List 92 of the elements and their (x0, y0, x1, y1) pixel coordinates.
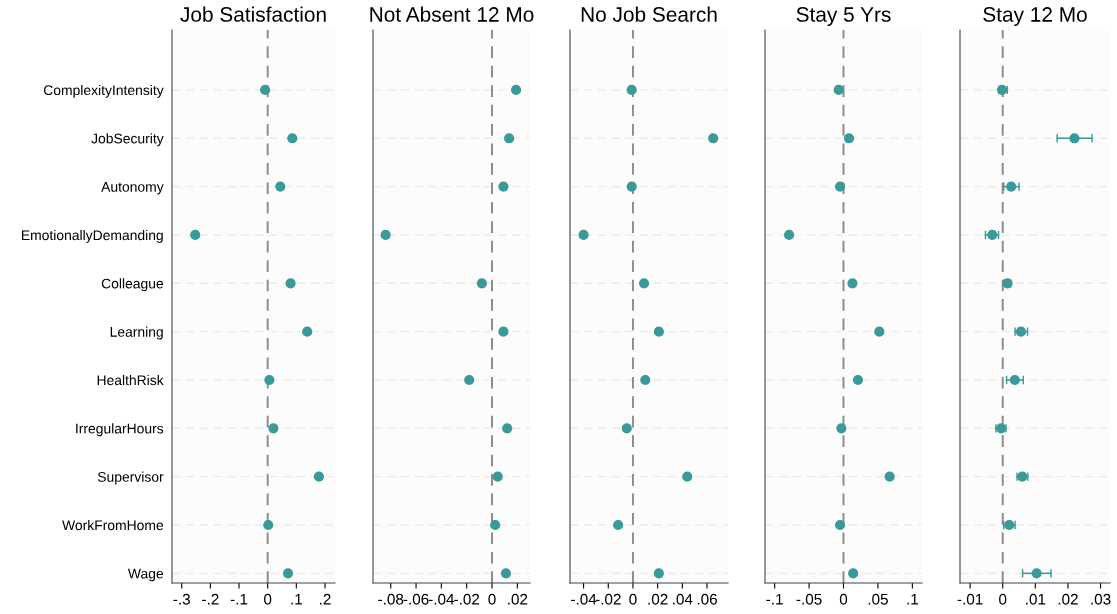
point (626, 181, 637, 192)
x-tick-label: -.05 (796, 593, 822, 605)
point (852, 374, 864, 386)
y-tick-label: Autonomy (101, 182, 164, 195)
x-tick-label: 0 (264, 593, 272, 605)
x-tick-label: -.01 (957, 593, 983, 605)
chart-title: Job Satisfaction (180, 6, 326, 22)
point (626, 84, 637, 96)
point (1006, 181, 1017, 192)
point (833, 84, 844, 96)
point (682, 471, 693, 482)
point (285, 278, 296, 289)
point (874, 326, 885, 337)
x-tick-label: -.08 (378, 593, 404, 605)
y-tick-label: ComplexityIntensity (43, 84, 164, 98)
x-tick-label: .1 (907, 593, 918, 605)
y-tick-label: HealthRisk (97, 374, 164, 386)
point (492, 471, 503, 482)
x-tick-label: -.1 (230, 593, 248, 605)
point (264, 374, 275, 386)
point (1031, 568, 1042, 579)
y-tick-label: Supervisor (97, 471, 164, 485)
point (848, 568, 859, 579)
x-tick-label: 0 (999, 593, 1007, 605)
point (613, 519, 624, 531)
point (510, 84, 522, 96)
point (282, 568, 294, 579)
point (302, 326, 313, 337)
point (621, 423, 632, 434)
x-tick-label: 0 (488, 593, 496, 605)
point (504, 133, 515, 144)
x-tick-label: .02 (1058, 593, 1078, 605)
y-tick-label: Colleague (101, 278, 164, 292)
x-tick-label: .04 (673, 593, 693, 605)
chart-title: Stay 12 Mo (983, 7, 1087, 26)
point (498, 181, 509, 192)
point (653, 568, 664, 579)
y-tick-label: Wage (127, 568, 164, 582)
x-tick-label: .2 (320, 593, 331, 605)
point (500, 568, 512, 579)
point (380, 229, 391, 241)
x-tick-label: .03 (1091, 593, 1111, 605)
chart-title: Not Absent 12 Mo (370, 6, 534, 22)
point (653, 326, 664, 337)
point (884, 471, 895, 482)
chart-title: No Job Search (581, 6, 717, 22)
x-tick-label: -.2 (202, 593, 219, 605)
x-tick-label: 0 (839, 593, 848, 605)
x-tick-label: .1 (291, 593, 302, 605)
point (847, 278, 858, 289)
x-tick-label: .02 (648, 593, 668, 605)
point (834, 181, 846, 192)
x-tick-label: -.06 (403, 593, 429, 605)
y-tick-label: EmotionallyDemanding (21, 229, 163, 243)
point (836, 423, 847, 434)
x-tick-label: -.1 (766, 593, 783, 605)
point (498, 326, 509, 337)
point (287, 133, 298, 144)
point (1069, 133, 1080, 144)
x-tick-label: .05 (868, 593, 888, 605)
x-tick-label: -.3 (173, 593, 190, 605)
x-tick-label: -.04 (571, 593, 597, 605)
y-tick-label: Learning (110, 326, 163, 340)
point (190, 229, 201, 241)
point (263, 519, 274, 531)
x-tick-label: 0 (629, 593, 637, 605)
point (843, 133, 855, 144)
point (708, 133, 719, 144)
y-tick-label: WorkFromHome (62, 519, 164, 531)
point (638, 278, 650, 289)
point (834, 519, 846, 531)
x-tick-label: .01 (1026, 593, 1046, 605)
y-tick-label: JobSecurity (91, 133, 164, 147)
point (1009, 374, 1020, 386)
point (275, 181, 286, 192)
point (640, 374, 651, 386)
point (268, 423, 279, 434)
point (502, 423, 513, 434)
x-tick-label: -.02 (595, 593, 621, 605)
x-tick-label: .06 (697, 593, 717, 605)
x-tick-label: .02 (508, 593, 528, 605)
point (464, 374, 475, 386)
x-tick-label: -.02 (454, 593, 480, 605)
chart-title: Stay 5 Yrs (796, 7, 891, 26)
point (490, 519, 501, 531)
point (578, 229, 589, 241)
point (260, 84, 271, 96)
point (313, 471, 325, 482)
point (476, 278, 487, 289)
point (784, 229, 795, 241)
x-tick-label: -.04 (428, 593, 455, 605)
y-tick-label: IrregularHours (76, 423, 164, 437)
